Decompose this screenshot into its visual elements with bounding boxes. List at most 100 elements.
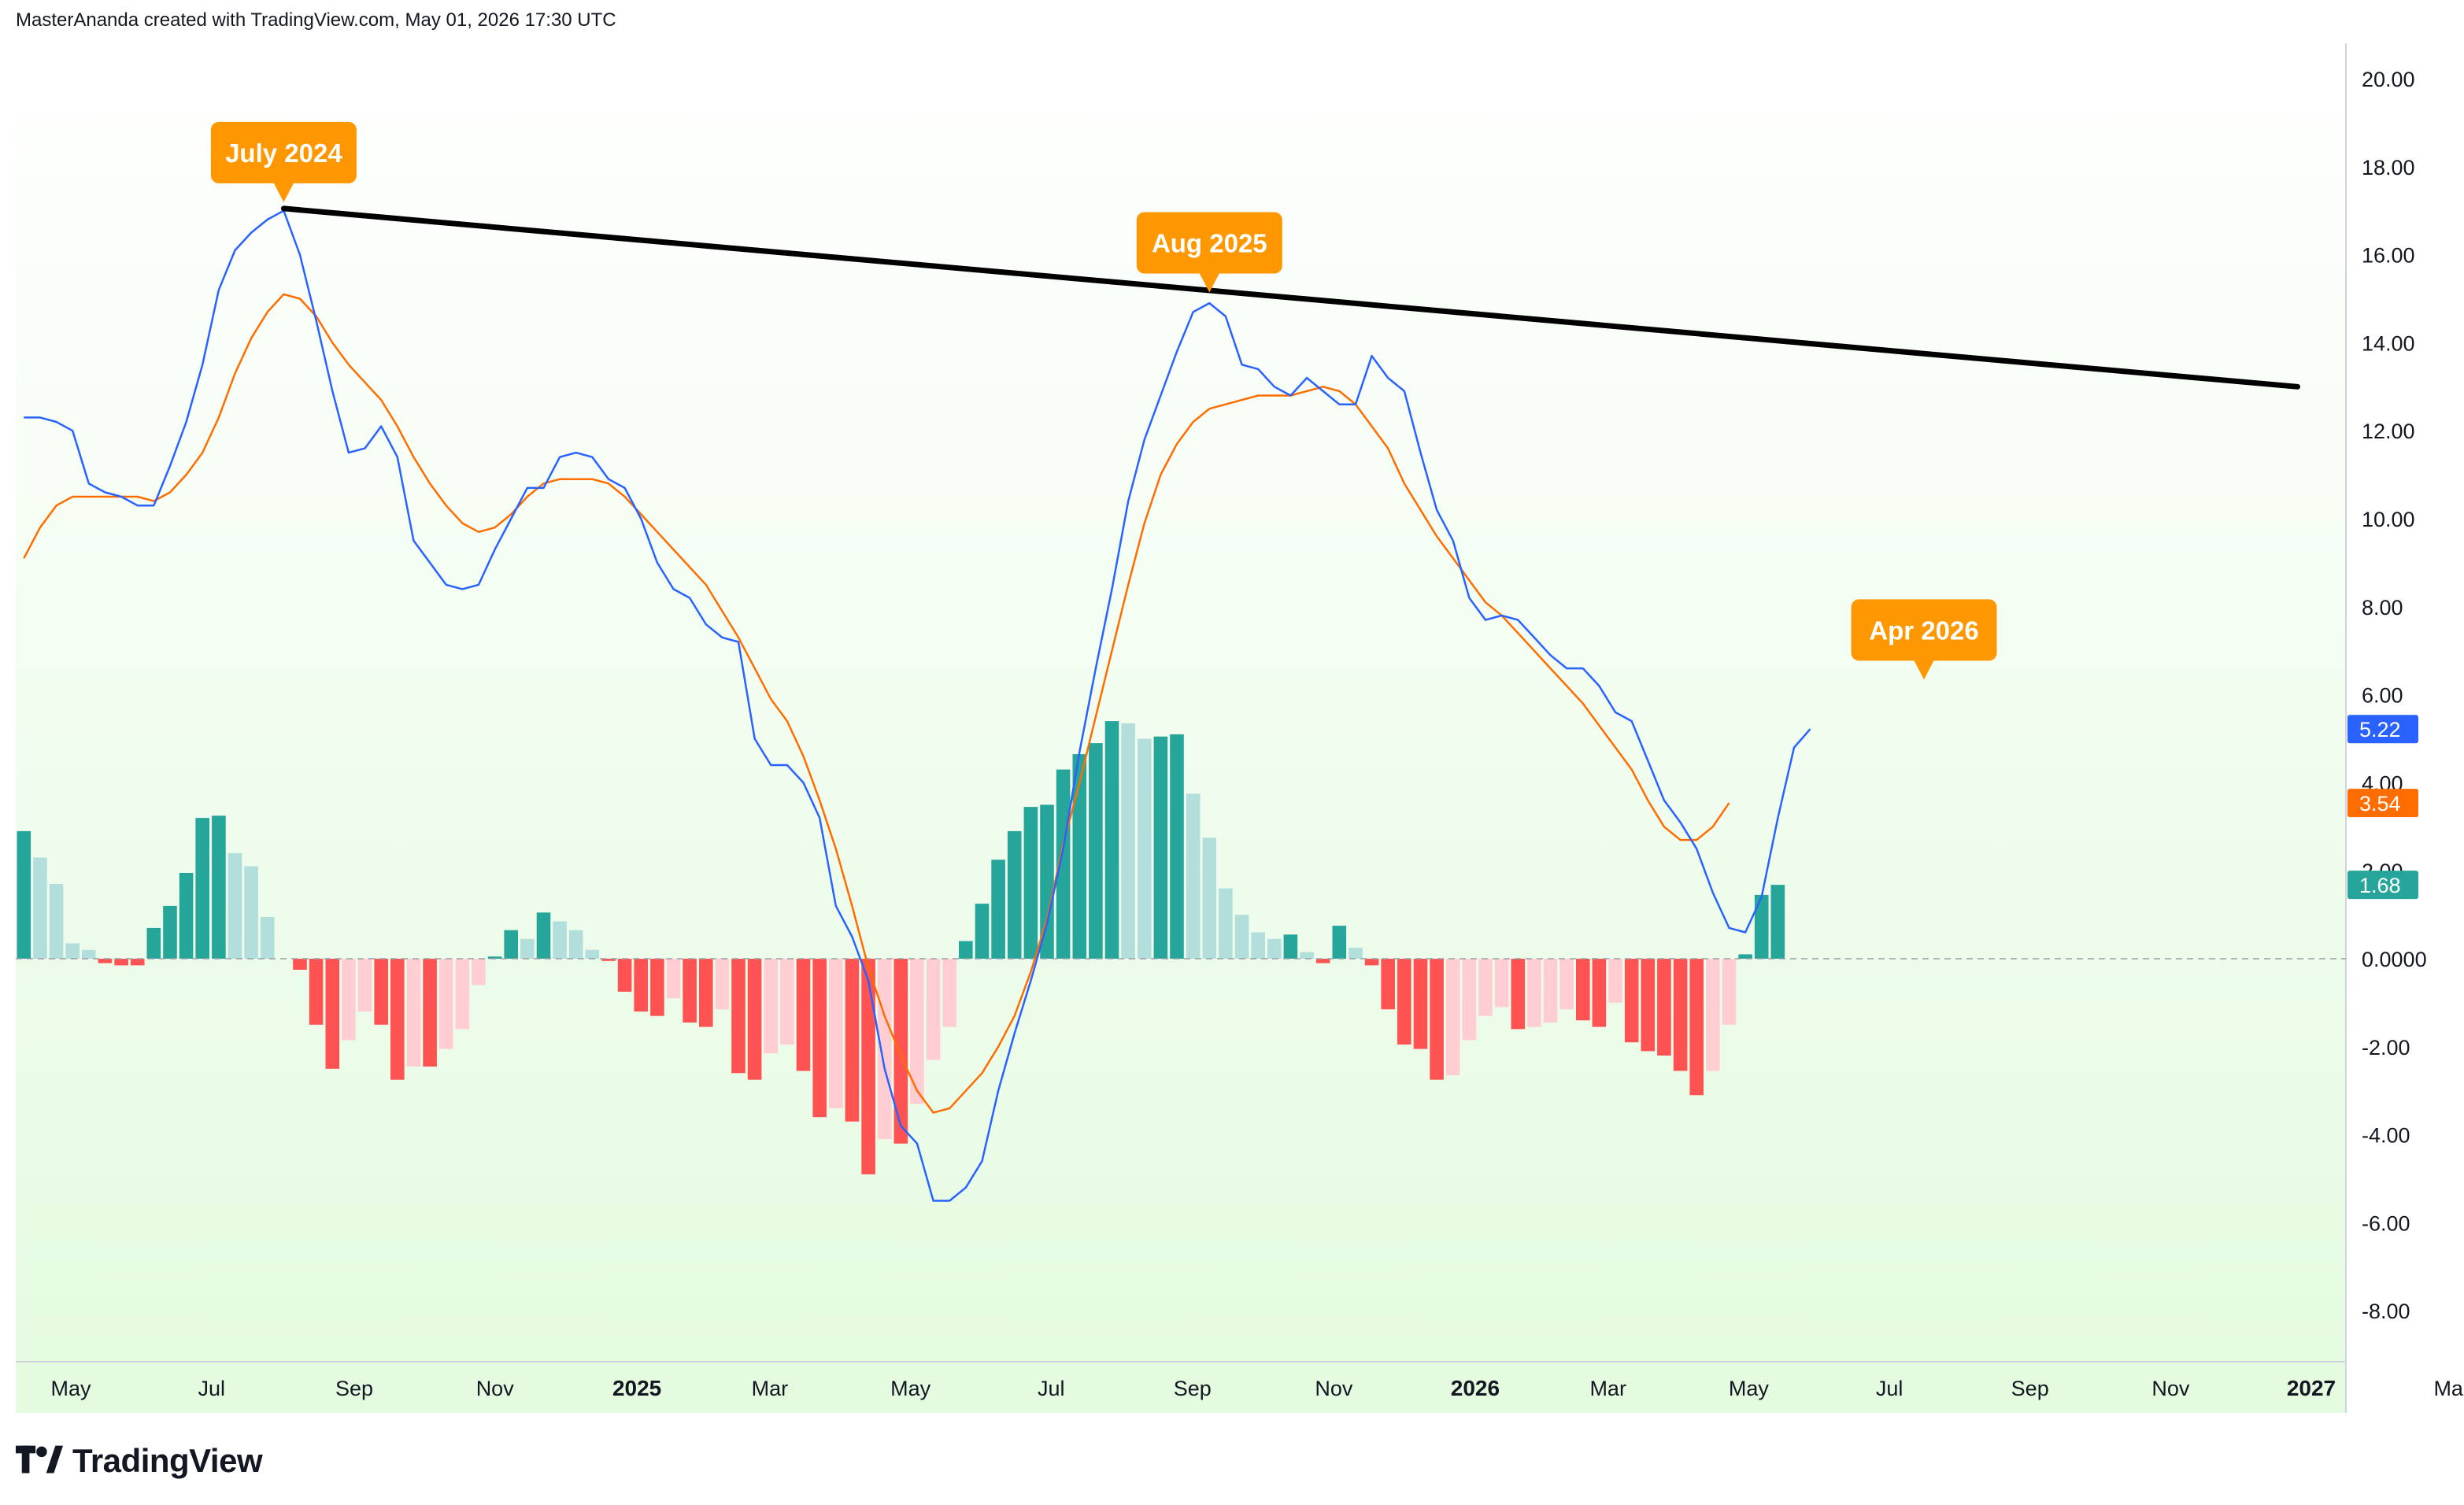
histogram-bar — [861, 959, 875, 1174]
histogram-bar — [114, 959, 128, 966]
histogram-bar — [1576, 959, 1590, 1021]
histogram-bar — [342, 959, 356, 1041]
date-callout-box — [210, 121, 357, 183]
price-axis-label: 18.00 — [2362, 156, 2415, 179]
histogram-bar — [585, 949, 600, 959]
histogram-bar — [520, 938, 535, 959]
last-value-badge: 5.22 — [2347, 715, 2418, 744]
histogram-bar — [1754, 894, 1769, 959]
histogram-bar — [1478, 959, 1493, 1016]
price-axis-label: -8.00 — [2362, 1300, 2410, 1323]
histogram-bar — [845, 959, 860, 1122]
histogram-bar — [1040, 804, 1054, 959]
price-axis-label: 16.00 — [2362, 244, 2415, 268]
histogram-bar — [1234, 915, 1249, 959]
date-callout-text: Apr 2026 — [1869, 616, 1978, 645]
date-callout[interactable]: Apr 2026 — [1851, 599, 1997, 680]
attribution-text: MasterAnanda created with TradingView.co… — [16, 9, 616, 31]
histogram-bar — [1219, 888, 1233, 959]
histogram-bar — [1462, 959, 1477, 1041]
histogram-bar — [1104, 721, 1119, 959]
histogram-bar — [1381, 959, 1395, 1010]
price-axis[interactable]: 20.0018.0016.0014.0012.0010.008.006.004.… — [2362, 68, 2427, 1323]
time-axis-label: Jul — [1876, 1377, 1903, 1400]
price-axis-label: 8.00 — [2362, 596, 2403, 619]
histogram-bar — [1364, 959, 1379, 966]
histogram-bar — [374, 959, 388, 1025]
time-axis-label: Jul — [198, 1377, 225, 1400]
price-axis-label: 0.0000 — [2362, 948, 2427, 971]
histogram-layer — [17, 721, 1785, 1174]
histogram-bar — [1559, 959, 1574, 1010]
resistance-trendline[interactable] — [280, 205, 2301, 390]
histogram-bar — [179, 873, 194, 959]
histogram-bar — [553, 921, 567, 959]
histogram-bar — [780, 959, 794, 1045]
signal-line — [23, 293, 1730, 1114]
histogram-bar — [325, 959, 340, 1069]
histogram-bar — [1511, 959, 1526, 1030]
price-axis-label: 10.00 — [2362, 508, 2415, 531]
time-axis-background — [16, 1362, 2346, 1413]
histogram-bar — [1397, 959, 1411, 1045]
histogram-bar — [1153, 736, 1168, 959]
histogram-bar — [1023, 807, 1038, 959]
histogram-bar — [959, 941, 973, 959]
histogram-bar — [423, 959, 437, 1067]
histogram-bar — [812, 959, 827, 1118]
histogram-bar — [33, 857, 47, 959]
histogram-bar — [487, 956, 502, 959]
price-axis-label: 12.00 — [2362, 420, 2415, 443]
time-axis[interactable]: May Jul Sep Nov 2025 Mar May Jul Sep Nov 2026 Mar Ma… — [50, 1376, 2464, 1400]
last-value-badge-box — [2347, 789, 2418, 818]
histogram-bar — [1202, 838, 1217, 959]
histogram-bar — [1413, 959, 1428, 1049]
tradingview-logo-icon — [16, 1445, 63, 1474]
price-axis-label: -6.00 — [2362, 1211, 2410, 1235]
date-callout[interactable]: Aug 2025 — [1136, 212, 1282, 293]
last-value-badge-text: 1.68 — [2359, 874, 2401, 897]
histogram-bar — [1592, 959, 1607, 1027]
date-callout-box — [1136, 212, 1282, 274]
tradingview-logo[interactable]: TradingView — [16, 1437, 263, 1485]
histogram-bar — [309, 959, 324, 1025]
histogram-bar — [504, 930, 518, 959]
histogram-bar — [617, 959, 632, 992]
histogram-bar — [683, 959, 697, 1023]
date-callout[interactable]: July 2024 — [210, 121, 357, 202]
histogram-bar — [1186, 793, 1201, 959]
last-value-badges: 5.22 3.54 1.68 — [2347, 715, 2418, 900]
time-axis-label: 2026 — [1451, 1376, 1500, 1400]
date-callout-pointer — [1199, 272, 1220, 293]
histogram-bar — [1770, 885, 1785, 959]
price-axis-label: -2.00 — [2362, 1036, 2410, 1059]
histogram-bar — [942, 959, 956, 1027]
histogram-bar — [1072, 754, 1087, 959]
time-axis-label: Jul — [1038, 1377, 1065, 1400]
histogram-bar — [49, 884, 64, 959]
histogram-bar — [991, 860, 1005, 959]
time-axis-label: May — [1729, 1377, 1770, 1400]
time-axis-label: Sep — [2011, 1377, 2049, 1400]
histogram-bar — [893, 959, 908, 1144]
histogram-bar — [1706, 959, 1720, 1071]
histogram-bar — [601, 959, 616, 961]
last-value-badge-text: 3.54 — [2359, 792, 2401, 815]
histogram-bar — [1430, 959, 1444, 1080]
histogram-bar — [357, 959, 372, 1012]
trendline-layer — [280, 205, 2301, 390]
histogram-bar — [1689, 959, 1704, 1096]
callout-layer: July 2024 Aug 2025 Apr 2026 — [210, 121, 1997, 680]
histogram-bar — [1332, 926, 1347, 959]
time-axis-label: Mar — [1589, 1377, 1626, 1400]
histogram-bar — [438, 959, 453, 1049]
histogram-bar — [390, 959, 405, 1080]
price-axis-label: 20.00 — [2362, 68, 2415, 91]
lines-layer — [23, 209, 1811, 1202]
histogram-bar — [146, 927, 161, 959]
price-axis-label: 6.00 — [2362, 684, 2403, 708]
macd-line — [24, 209, 1811, 1202]
histogram-bar — [1738, 954, 1752, 959]
histogram-bar — [650, 959, 664, 1016]
